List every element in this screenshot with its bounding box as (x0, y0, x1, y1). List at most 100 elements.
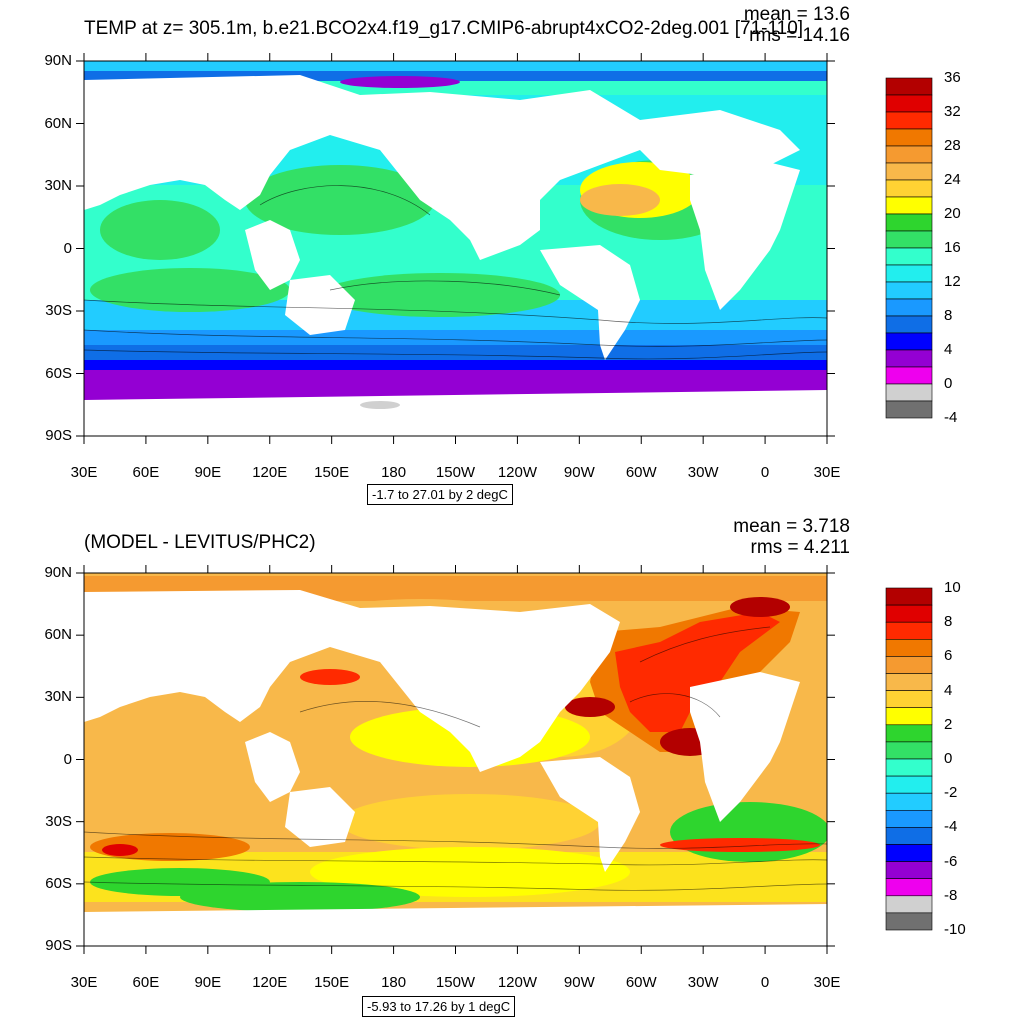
colorbar-swatch (885, 77, 933, 96)
colorbar-swatch (885, 878, 933, 897)
bottom-mean: mean = 3.718 (733, 516, 850, 537)
colorbar-swatch (885, 758, 933, 777)
colorbar-swatch (885, 827, 933, 845)
top-map-svg (76, 53, 933, 444)
lon-label: 30W (687, 974, 719, 991)
colorbar-swatch (885, 196, 933, 215)
colorbar-swatch (885, 213, 933, 232)
lon-label: 180 (381, 464, 407, 481)
colorbar-label: 6 (944, 647, 953, 665)
colorbar-swatch (885, 587, 933, 606)
colorbar-swatch (885, 861, 933, 880)
colorbar-swatch (885, 349, 933, 368)
lon-label: 90E (194, 974, 222, 991)
lat-label: 30N (44, 177, 72, 194)
lat-label: 90S (45, 937, 72, 954)
bottom-map-panel: (MODEL - LEVITUS/PHC2) mean = 3.718 rms … (0, 512, 1024, 1024)
lat-label: 30S (45, 812, 72, 830)
colorbar-swatch (885, 775, 933, 794)
top-colorbar (885, 77, 933, 419)
lon-label: 150W (435, 464, 476, 481)
colorbar-label: 8 (944, 307, 953, 324)
lon-label: 90W (563, 974, 595, 991)
lon-label: 90W (563, 464, 595, 481)
colorbar-swatch (885, 400, 933, 419)
lat-label: 30S (45, 302, 72, 319)
colorbar-swatch (885, 673, 933, 691)
colorbar-swatch (885, 792, 933, 811)
colorbar-label: 28 (944, 137, 961, 154)
top-mean: mean = 13.6 (743, 4, 850, 25)
colorbar-label: 8 (944, 613, 953, 631)
lat-label: 60S (45, 874, 72, 892)
colorbar-swatch (885, 145, 933, 164)
colorbar-swatch (885, 247, 933, 266)
lon-label: 60W (625, 464, 657, 481)
colorbar-swatch (885, 621, 933, 640)
colorbar-label: -2 (944, 784, 958, 802)
lon-label: 60W (625, 974, 657, 991)
colorbar-label: -4 (944, 409, 958, 426)
lat-label: 0 (63, 239, 72, 257)
colorbar-swatch (885, 656, 933, 674)
colorbar-label: -6 (944, 852, 958, 870)
lat-label: 90N (44, 52, 72, 69)
colorbar-swatch (885, 332, 933, 351)
lon-label: 150W (435, 974, 476, 991)
colorbar-swatch (885, 281, 933, 300)
bottom-rms: rms = 4.211 (750, 537, 850, 558)
colorbar-swatch (885, 128, 933, 147)
colorbar-swatch (885, 912, 933, 931)
lat-label: 30N (44, 688, 72, 706)
bottom-map-ticks (76, 565, 835, 954)
lat-label: 60N (44, 114, 72, 132)
lon-label: 180 (381, 974, 407, 991)
colorbar-label: 10 (944, 579, 961, 596)
colorbar-swatch (885, 639, 933, 657)
top-map-field (84, 61, 827, 436)
lat-label: 0 (63, 750, 72, 768)
colorbar-swatch (885, 366, 933, 385)
lat-label: 90N (44, 564, 72, 581)
lon-label: 150E (314, 464, 350, 481)
top-rms: rms = 14.16 (749, 25, 850, 46)
lon-label: 90E (194, 464, 222, 481)
top-map-title: TEMP at z= 305.1m, b.e21.BCO2x4.f19_g17.… (84, 18, 804, 39)
colorbar-label: 0 (944, 375, 953, 392)
colorbar-label: 12 (944, 273, 961, 290)
colorbar-label: 0 (944, 750, 953, 767)
lon-label: 120E (252, 464, 288, 481)
colorbar-swatch (885, 741, 933, 760)
lon-label: 30W (687, 464, 719, 481)
colorbar-swatch (885, 111, 933, 130)
colorbar-label: -8 (944, 886, 958, 904)
bottom-map-field (84, 573, 827, 946)
top-map-ticks (76, 53, 835, 444)
colorbar-label: 4 (944, 341, 953, 358)
lon-label: 120E (252, 974, 288, 991)
colorbar-swatch (885, 690, 933, 709)
colorbar-swatch (885, 383, 933, 402)
colorbar-label: 36 (944, 69, 961, 86)
colorbar-swatch (885, 707, 933, 726)
colorbar-label: 32 (944, 103, 961, 120)
colorbar-label: 20 (944, 205, 961, 222)
colorbar-swatch (885, 162, 933, 181)
top-contour-range: -1.7 to 27.01 by 2 degC (367, 484, 513, 505)
bottom-colorbar (885, 587, 933, 931)
lon-label: 0 (760, 464, 770, 481)
colorbar-swatch (885, 230, 933, 249)
lon-label: 0 (760, 974, 770, 991)
bottom-map-title: (MODEL - LEVITUS/PHC2) (84, 532, 316, 553)
colorbar-label: 2 (944, 715, 953, 733)
colorbar-swatch (885, 844, 933, 862)
lat-label: 90S (45, 427, 72, 444)
colorbar-swatch (885, 264, 933, 283)
lon-label: 120W (497, 464, 537, 481)
colorbar-swatch (885, 315, 933, 334)
lon-label: 30E (70, 974, 98, 991)
colorbar-label: -10 (944, 921, 966, 938)
lat-label: 60N (44, 626, 72, 644)
top-map-panel: TEMP at z= 305.1m, b.e21.BCO2x4.f19_g17.… (44, 4, 961, 505)
lon-label: 30E (813, 464, 841, 481)
